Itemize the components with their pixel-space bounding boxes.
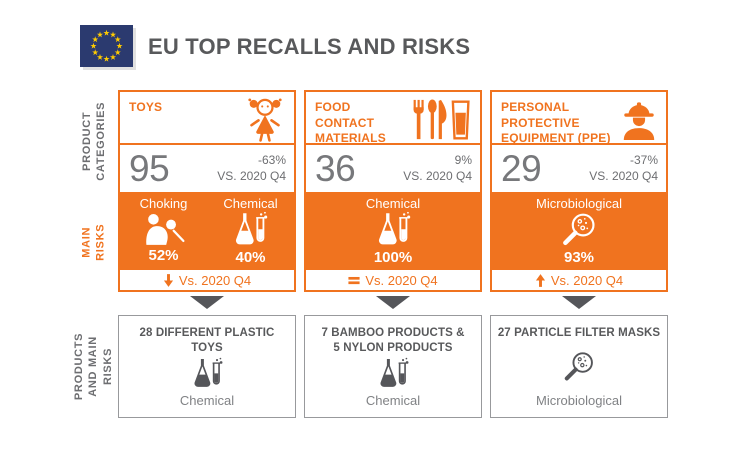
change-vs-previous: -37% VS. 2020 Q4 <box>589 152 658 183</box>
recall-count-row: 36 9% VS. 2020 Q4 <box>306 145 480 192</box>
card-header: PERSONAL PROTECTIVE EQUIPMENT (PPE) <box>492 92 666 145</box>
risk-trend-row: Vs. 2020 Q4 <box>492 270 666 290</box>
category-card-toys: TOYS 95 -63% VS. 2020 Q4 <box>118 90 296 292</box>
main-risks-panel: Choking 52% Chemical <box>120 192 294 270</box>
card-header: TOYS <box>120 92 294 145</box>
connector-arrow-toys <box>190 296 224 309</box>
recall-count: 29 <box>501 148 542 189</box>
row-label-main-risks: MAIN RISKS <box>80 223 107 261</box>
microbiological-icon <box>562 341 596 393</box>
microbiological-icon <box>560 211 598 249</box>
change-vs-previous: 9% VS. 2020 Q4 <box>403 152 472 183</box>
risk-choking: Choking 52% <box>139 196 188 264</box>
trend-label: Vs. 2020 Q4 <box>550 272 624 288</box>
row-label-product-categories: PRODUCT CATEGORIES <box>80 101 108 181</box>
chemical-flask-icon <box>232 211 269 249</box>
products-title: 27 PARTICLE FILTER MASKS <box>497 327 661 339</box>
trend-label: Vs. 2020 Q4 <box>365 272 438 288</box>
eu-flag-icon <box>80 25 133 67</box>
recall-count-row: 95 -63% VS. 2020 Q4 <box>120 145 294 192</box>
change-vs-previous: -63% VS. 2020 Q4 <box>217 152 286 183</box>
risk-trend-row: Vs. 2020 Q4 <box>306 270 480 290</box>
page-title: EU TOP RECALLS AND RISKS <box>148 34 471 59</box>
products-risk-label: Chemical <box>179 393 235 408</box>
products-card-food: 7 BAMBOO PRODUCTS & 5 NYLON PRODUCTS Che… <box>304 315 482 418</box>
connector-arrow-food <box>376 296 410 309</box>
main-risks-panel: Chemical 100% <box>306 192 480 270</box>
risk-chemical: Chemical 100% <box>365 196 421 266</box>
recall-count-row: 29 -37% VS. 2020 Q4 <box>492 145 666 192</box>
risk-chemical: Chemical 40% <box>223 196 278 266</box>
products-risk-label: Microbiological <box>536 393 622 408</box>
risk-trend-row: Vs. 2020 Q4 <box>120 270 294 290</box>
row-label-products-and-main-risks: PRODUCTS AND MAIN RISKS <box>73 332 115 401</box>
arrow-down-icon <box>163 273 174 287</box>
chemical-flask-icon <box>375 211 412 249</box>
chemical-flask-icon <box>191 356 224 393</box>
arrow-up-icon <box>535 273 546 287</box>
construction-worker-icon <box>620 98 658 141</box>
category-title: TOYS <box>129 100 163 114</box>
products-card-ppe: 27 PARTICLE FILTER MASKS Microbiological <box>490 315 668 418</box>
products-title: 28 DIFFERENT PLASTIC TOYS <box>139 327 275 354</box>
products-title: 7 BAMBOO PRODUCTS & 5 NYLON PRODUCTS <box>321 327 465 354</box>
doll-icon <box>244 98 286 142</box>
choking-icon <box>142 211 186 247</box>
risk-microbiological: Microbiological 93% <box>536 196 622 266</box>
recall-count: 95 <box>129 148 170 189</box>
trend-label: Vs. 2020 Q4 <box>178 272 252 288</box>
products-risk-label: Chemical <box>365 393 421 408</box>
category-title: FOOD CONTACT MATERIALS <box>315 100 386 146</box>
recall-count: 36 <box>315 148 356 189</box>
card-header: FOOD CONTACT MATERIALS <box>306 92 480 145</box>
category-card-food-contact-materials: FOOD CONTACT MATERIALS 36 9% VS. 2020 Q4 <box>304 90 482 292</box>
cutlery-cup-icon <box>410 98 472 141</box>
equals-icon <box>348 274 360 287</box>
main-risks-panel: Microbiological 93% <box>492 192 666 270</box>
connector-arrow-ppe <box>562 296 596 309</box>
category-card-ppe: PERSONAL PROTECTIVE EQUIPMENT (PPE) 29 -… <box>490 90 668 292</box>
category-title: PERSONAL PROTECTIVE EQUIPMENT (PPE) <box>501 100 611 146</box>
chemical-flask-icon <box>377 356 410 393</box>
products-card-toys: 28 DIFFERENT PLASTIC TOYS Chemical <box>118 315 296 418</box>
